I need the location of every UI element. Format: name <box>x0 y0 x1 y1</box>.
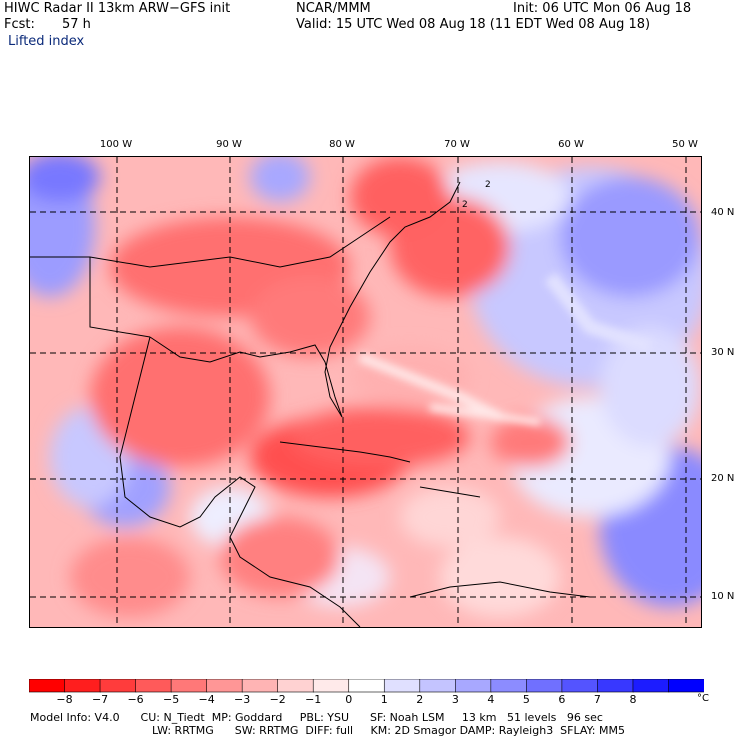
colorbar-cell <box>383 679 421 693</box>
colorbar-tick-label: 2 <box>416 693 424 706</box>
colorbar-cell <box>64 679 101 693</box>
lat-label: 40 N <box>711 207 735 218</box>
colorbar-tick-label: 3 <box>451 693 459 706</box>
forecast-label: Fcst: <box>4 17 35 32</box>
colorbar-unit: °C <box>697 693 709 704</box>
colorbar-tick-label: −2 <box>269 693 286 706</box>
colorbar-tick-label: −4 <box>198 693 215 706</box>
colorbar-cell <box>419 679 457 693</box>
colorbar-tick-label: 6 <box>558 693 566 706</box>
colorbar-cell <box>490 679 528 693</box>
lon-label: 100 W <box>99 139 133 150</box>
colorbar-tick-label: 7 <box>593 693 601 706</box>
colorbar-cell <box>170 679 208 693</box>
lifted-index-field <box>30 157 701 617</box>
contour-label: 2 <box>485 180 491 190</box>
colorbar-cell <box>99 679 137 693</box>
colorbar-tick-label: 5 <box>522 693 530 706</box>
colorbar-cell <box>277 679 315 693</box>
lat-lon-grid <box>30 157 701 627</box>
colorbar-cell <box>597 679 634 693</box>
lat-label: 30 N <box>711 347 735 358</box>
colorbar-tick-label: −5 <box>162 693 180 706</box>
valid-time: Valid: 15 UTC Wed 08 Aug 18 (11 EDT Wed … <box>296 17 651 32</box>
colorbar-cell <box>668 679 704 693</box>
colorbar-cell <box>455 679 492 693</box>
lat-label: 10 N <box>711 591 735 602</box>
colorbar-cell <box>526 679 563 693</box>
colorbar-cell <box>135 679 172 693</box>
model-info: Model Info: V4.0 CU: N_Tiedt MP: Goddard… <box>30 711 603 724</box>
lat-label: 20 N <box>711 473 735 484</box>
colorbar-tick-label: −7 <box>91 693 109 706</box>
map-canvas: 2 2 <box>30 157 701 627</box>
colorbar <box>29 679 704 693</box>
init-time: Init: 06 UTC Mon 06 Aug 18 <box>513 1 692 16</box>
colorbar-tick-label: 0 <box>345 693 353 706</box>
lon-label: 90 W <box>216 139 242 150</box>
lon-label: 70 W <box>444 139 470 150</box>
colorbar-cell <box>29 679 66 693</box>
model-physics: LW: RRTMG SW: RRTMG DIFF: full KM: 2D Sm… <box>152 724 625 737</box>
colorbar-cell <box>206 679 243 693</box>
forecast-hour: 57 h <box>62 17 91 32</box>
lon-label: 50 W <box>672 139 698 150</box>
colorbar-cell <box>561 679 599 693</box>
colorbar-tick-label: −8 <box>56 693 73 706</box>
field-name: Lifted index <box>8 34 85 49</box>
colorbar-cell <box>348 679 386 693</box>
colorbar-cell <box>632 679 670 693</box>
colorbar-cell <box>312 679 350 693</box>
colorbar-tick-label: −6 <box>127 693 144 706</box>
colorbar-tick-label: 8 <box>629 693 637 706</box>
colorbar-tick-label: −3 <box>234 693 251 706</box>
colorbar-tick-label: 4 <box>487 693 495 706</box>
forecast-map: 2 2 <box>29 156 702 628</box>
colorbar-tick-label: 1 <box>380 693 388 706</box>
colorbar-tick-label: −1 <box>305 693 322 706</box>
contour-label: 2 <box>462 200 468 210</box>
lon-label: 80 W <box>329 139 355 150</box>
model-title: HIWC Radar II 13km ARW−GFS init <box>4 1 231 16</box>
organization: NCAR/MMM <box>296 1 371 16</box>
colorbar-cell <box>241 679 279 693</box>
lon-label: 60 W <box>558 139 584 150</box>
